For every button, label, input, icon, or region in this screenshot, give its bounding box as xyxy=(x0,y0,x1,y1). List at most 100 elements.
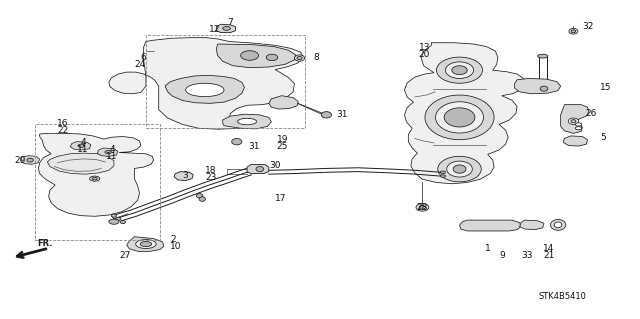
Ellipse shape xyxy=(452,66,467,75)
Polygon shape xyxy=(515,78,561,94)
Polygon shape xyxy=(404,43,525,184)
Ellipse shape xyxy=(425,95,494,140)
Text: FR.: FR. xyxy=(37,239,52,248)
Ellipse shape xyxy=(575,127,582,130)
Text: 33: 33 xyxy=(522,251,533,260)
Polygon shape xyxy=(38,133,154,216)
Polygon shape xyxy=(127,237,164,251)
Text: 4: 4 xyxy=(81,138,86,147)
Text: 28: 28 xyxy=(416,204,428,212)
Text: 27: 27 xyxy=(120,251,131,260)
Text: 11: 11 xyxy=(106,152,118,161)
Ellipse shape xyxy=(297,56,302,60)
Text: 5: 5 xyxy=(600,133,606,142)
Polygon shape xyxy=(269,96,298,109)
Ellipse shape xyxy=(440,171,445,174)
Ellipse shape xyxy=(120,220,125,224)
Ellipse shape xyxy=(435,102,484,133)
Text: 17: 17 xyxy=(275,194,287,203)
Ellipse shape xyxy=(196,194,203,198)
Text: 24: 24 xyxy=(134,60,146,69)
Text: 2: 2 xyxy=(170,235,176,244)
Ellipse shape xyxy=(199,197,205,201)
Text: 29: 29 xyxy=(14,156,26,165)
Ellipse shape xyxy=(444,108,475,127)
Ellipse shape xyxy=(538,54,548,58)
Text: 19: 19 xyxy=(276,135,288,144)
Text: 23: 23 xyxy=(205,173,216,182)
Polygon shape xyxy=(520,220,544,230)
Ellipse shape xyxy=(416,204,429,211)
Text: 1: 1 xyxy=(485,244,490,253)
Ellipse shape xyxy=(554,222,562,228)
Polygon shape xyxy=(165,75,244,103)
Ellipse shape xyxy=(256,167,264,172)
Ellipse shape xyxy=(105,151,111,154)
Polygon shape xyxy=(47,153,114,174)
Text: 20: 20 xyxy=(419,50,430,59)
Ellipse shape xyxy=(550,219,566,230)
Text: 21: 21 xyxy=(543,251,555,260)
Text: 14: 14 xyxy=(543,244,555,253)
Text: 10: 10 xyxy=(170,242,182,251)
Ellipse shape xyxy=(78,144,84,147)
Text: 25: 25 xyxy=(276,142,288,151)
Polygon shape xyxy=(247,165,269,174)
Ellipse shape xyxy=(109,219,119,224)
Text: 30: 30 xyxy=(269,161,280,170)
Polygon shape xyxy=(460,220,521,231)
Polygon shape xyxy=(109,38,303,129)
Text: 31: 31 xyxy=(337,110,348,119)
Text: 15: 15 xyxy=(600,83,612,92)
Text: 11: 11 xyxy=(77,145,89,154)
Ellipse shape xyxy=(445,62,474,78)
Text: 4: 4 xyxy=(109,145,115,154)
Ellipse shape xyxy=(419,205,426,209)
Ellipse shape xyxy=(237,118,257,125)
Text: 7: 7 xyxy=(228,18,233,27)
Ellipse shape xyxy=(569,28,578,34)
Ellipse shape xyxy=(241,51,259,60)
Ellipse shape xyxy=(27,158,33,162)
Ellipse shape xyxy=(294,55,305,61)
Ellipse shape xyxy=(568,118,579,124)
Ellipse shape xyxy=(92,177,97,180)
Text: 31: 31 xyxy=(248,142,260,151)
Ellipse shape xyxy=(186,83,224,97)
Text: 8: 8 xyxy=(314,53,319,62)
Text: 3: 3 xyxy=(183,171,188,180)
Text: 9: 9 xyxy=(499,251,504,260)
Polygon shape xyxy=(216,44,296,68)
Text: 18: 18 xyxy=(205,166,216,175)
Ellipse shape xyxy=(140,241,152,247)
Ellipse shape xyxy=(90,176,100,181)
Text: 12: 12 xyxy=(209,26,221,34)
Ellipse shape xyxy=(572,30,576,33)
Text: 16: 16 xyxy=(57,119,68,128)
Ellipse shape xyxy=(266,54,278,61)
Text: STK4B5410: STK4B5410 xyxy=(539,292,587,300)
Polygon shape xyxy=(20,156,40,164)
Ellipse shape xyxy=(571,120,576,123)
Text: 26: 26 xyxy=(585,109,596,118)
Polygon shape xyxy=(174,172,193,181)
Ellipse shape xyxy=(136,240,156,249)
Ellipse shape xyxy=(575,123,582,126)
Polygon shape xyxy=(563,136,588,146)
Ellipse shape xyxy=(453,165,466,173)
Text: 32: 32 xyxy=(582,22,594,31)
Ellipse shape xyxy=(111,214,116,217)
Polygon shape xyxy=(216,24,236,33)
Ellipse shape xyxy=(116,217,121,220)
Text: 6: 6 xyxy=(140,53,146,62)
Ellipse shape xyxy=(540,86,548,91)
Polygon shape xyxy=(97,148,118,156)
Polygon shape xyxy=(70,142,91,150)
Polygon shape xyxy=(223,114,271,129)
Bar xyxy=(146,35,305,128)
Ellipse shape xyxy=(447,161,472,177)
Ellipse shape xyxy=(438,156,481,182)
Text: 22: 22 xyxy=(57,126,68,135)
Ellipse shape xyxy=(436,57,483,83)
Polygon shape xyxy=(561,105,589,133)
